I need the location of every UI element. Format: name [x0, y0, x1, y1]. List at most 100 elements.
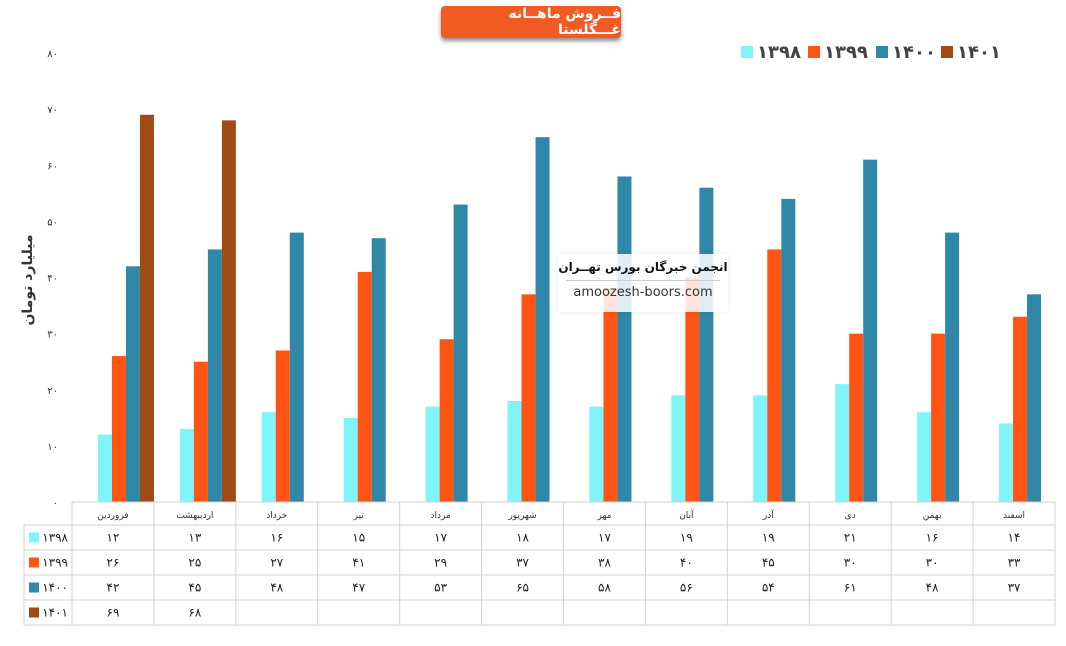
bar — [767, 249, 782, 502]
table-cell: ۳۰ — [926, 556, 939, 570]
watermark-url: amoozesh-boors.com — [573, 285, 713, 300]
table-cell: ۵۸ — [598, 581, 611, 595]
table-cell: ۱۶ — [270, 531, 283, 545]
watermark-title: انجمن خبرگان بورس تهــران — [558, 260, 728, 274]
table-cell: ۴۰ — [680, 556, 693, 570]
bar — [343, 417, 358, 502]
y-tick-label: ۱۰ — [47, 442, 58, 453]
bar — [179, 429, 194, 502]
table-cell: ۳۰ — [844, 556, 857, 570]
bar — [125, 266, 140, 502]
table-cell: ۱۷ — [598, 531, 611, 545]
table-cell: ۴۲ — [107, 581, 120, 595]
bar — [685, 277, 700, 502]
table-cell: ۳۸ — [598, 556, 611, 570]
category-label: خرداد — [266, 511, 287, 521]
table-row-swatch — [29, 582, 39, 593]
category-label: آذر — [762, 509, 774, 521]
y-tick-label: ۸۰ — [47, 49, 58, 60]
bar — [275, 350, 290, 502]
y-tick-label: ۲۰ — [47, 386, 58, 397]
table-cell: ۳۷ — [516, 556, 529, 570]
bar — [1013, 316, 1028, 502]
legend-label: ۱۴۰۱ — [957, 42, 1001, 63]
table-row-header: ۱۴۰۱ — [42, 606, 68, 620]
bar — [289, 232, 304, 502]
table-cell: ۴۵ — [762, 556, 775, 570]
table-cell: ۴۵ — [188, 581, 201, 595]
bar — [945, 232, 960, 502]
data-table: فروردین اردیبهشت خرداد تیر مرداد شهریور مهر آبا… — [23, 501, 1056, 626]
category-label: شهریور — [507, 511, 536, 521]
legend-swatch — [876, 46, 888, 58]
y-tick-label: ۴۰ — [47, 274, 58, 285]
table-cell: ۲۹ — [434, 556, 447, 570]
table-cell: ۵۶ — [680, 581, 693, 595]
y-tick-label: ۶۰ — [47, 161, 58, 172]
y-axis-label: میلیارد تومان — [20, 234, 36, 325]
table-cell: ۱۳ — [188, 531, 201, 545]
table-cell: ۱۴ — [1008, 531, 1021, 545]
category-label: دی — [845, 511, 856, 521]
legend-swatch — [941, 46, 953, 58]
y-tick-label: ۵۰ — [47, 217, 58, 228]
table-cell: ۳۷ — [1008, 581, 1021, 595]
category-label: آبان — [679, 509, 694, 521]
bar — [207, 249, 222, 502]
bar — [863, 159, 878, 502]
table-row-swatch — [29, 557, 39, 568]
bar — [835, 384, 850, 502]
category-label: اردیبهشت — [176, 511, 213, 521]
table-cell: ۱۹ — [762, 531, 775, 545]
bar — [753, 395, 768, 502]
bar — [617, 176, 632, 502]
y-axis: ۰ ۱۰ ۲۰ ۳۰ ۴۰ ۵۰ ۶۰ ۷۰ ۸۰ — [47, 49, 58, 509]
legend-label: ۱۳۹۸ — [757, 42, 801, 63]
table-cell: ۴۱ — [352, 556, 365, 570]
legend-label: ۱۳۹۹ — [824, 42, 868, 63]
y-tick-label: ۷۰ — [47, 105, 58, 116]
category-label: تیر — [353, 511, 365, 521]
table-cell: ۳۳ — [1008, 556, 1021, 570]
bar — [439, 339, 454, 502]
table-cell: ۲۷ — [270, 556, 283, 570]
bar — [453, 204, 468, 502]
bar — [535, 137, 550, 502]
table-row-header: ۱۴۰۰ — [42, 581, 68, 595]
bar — [221, 120, 236, 502]
bar — [781, 198, 796, 503]
table-cell: ۱۶ — [926, 531, 939, 545]
table-cell: ۴۸ — [270, 581, 283, 595]
bar — [931, 333, 946, 502]
bar — [111, 356, 126, 502]
bars — [97, 114, 1042, 503]
table-row-swatch — [29, 607, 39, 618]
table-cell: ۱۷ — [434, 531, 447, 545]
legend: ۱۳۹۸ ۱۳۹۹ ۱۴۰۰ ۱۴۰۱ — [741, 42, 1001, 63]
table-cell: ۶۵ — [516, 581, 529, 595]
table-cell: ۵۴ — [762, 581, 775, 595]
table-cell: ۶۸ — [188, 606, 201, 620]
legend-swatch — [741, 46, 753, 58]
bar — [139, 114, 154, 503]
chart-title: فــروش ماهــانه غـــگلستا — [441, 6, 621, 38]
table-cell: ۱۵ — [352, 531, 365, 545]
legend-swatch — [808, 46, 820, 58]
category-label: بهمن — [923, 511, 942, 521]
table-cell: ۲۵ — [188, 556, 201, 570]
bar — [603, 288, 618, 502]
bar — [699, 187, 714, 502]
category-label: فروردین — [97, 511, 128, 521]
table-cell: ۱۸ — [516, 531, 529, 545]
watermark: انجمن خبرگان بورس تهــران amoozesh-boors… — [558, 254, 728, 312]
bar — [521, 294, 536, 502]
category-label: مرداد — [430, 511, 450, 521]
bar — [917, 412, 932, 502]
table-cell: ۶۹ — [107, 606, 120, 620]
table-cell: ۱۲ — [107, 531, 120, 545]
watermark-divider — [566, 280, 720, 281]
bar — [999, 423, 1014, 502]
table-cell: ۱۹ — [680, 531, 693, 545]
table-cell: ۵۳ — [434, 581, 447, 595]
